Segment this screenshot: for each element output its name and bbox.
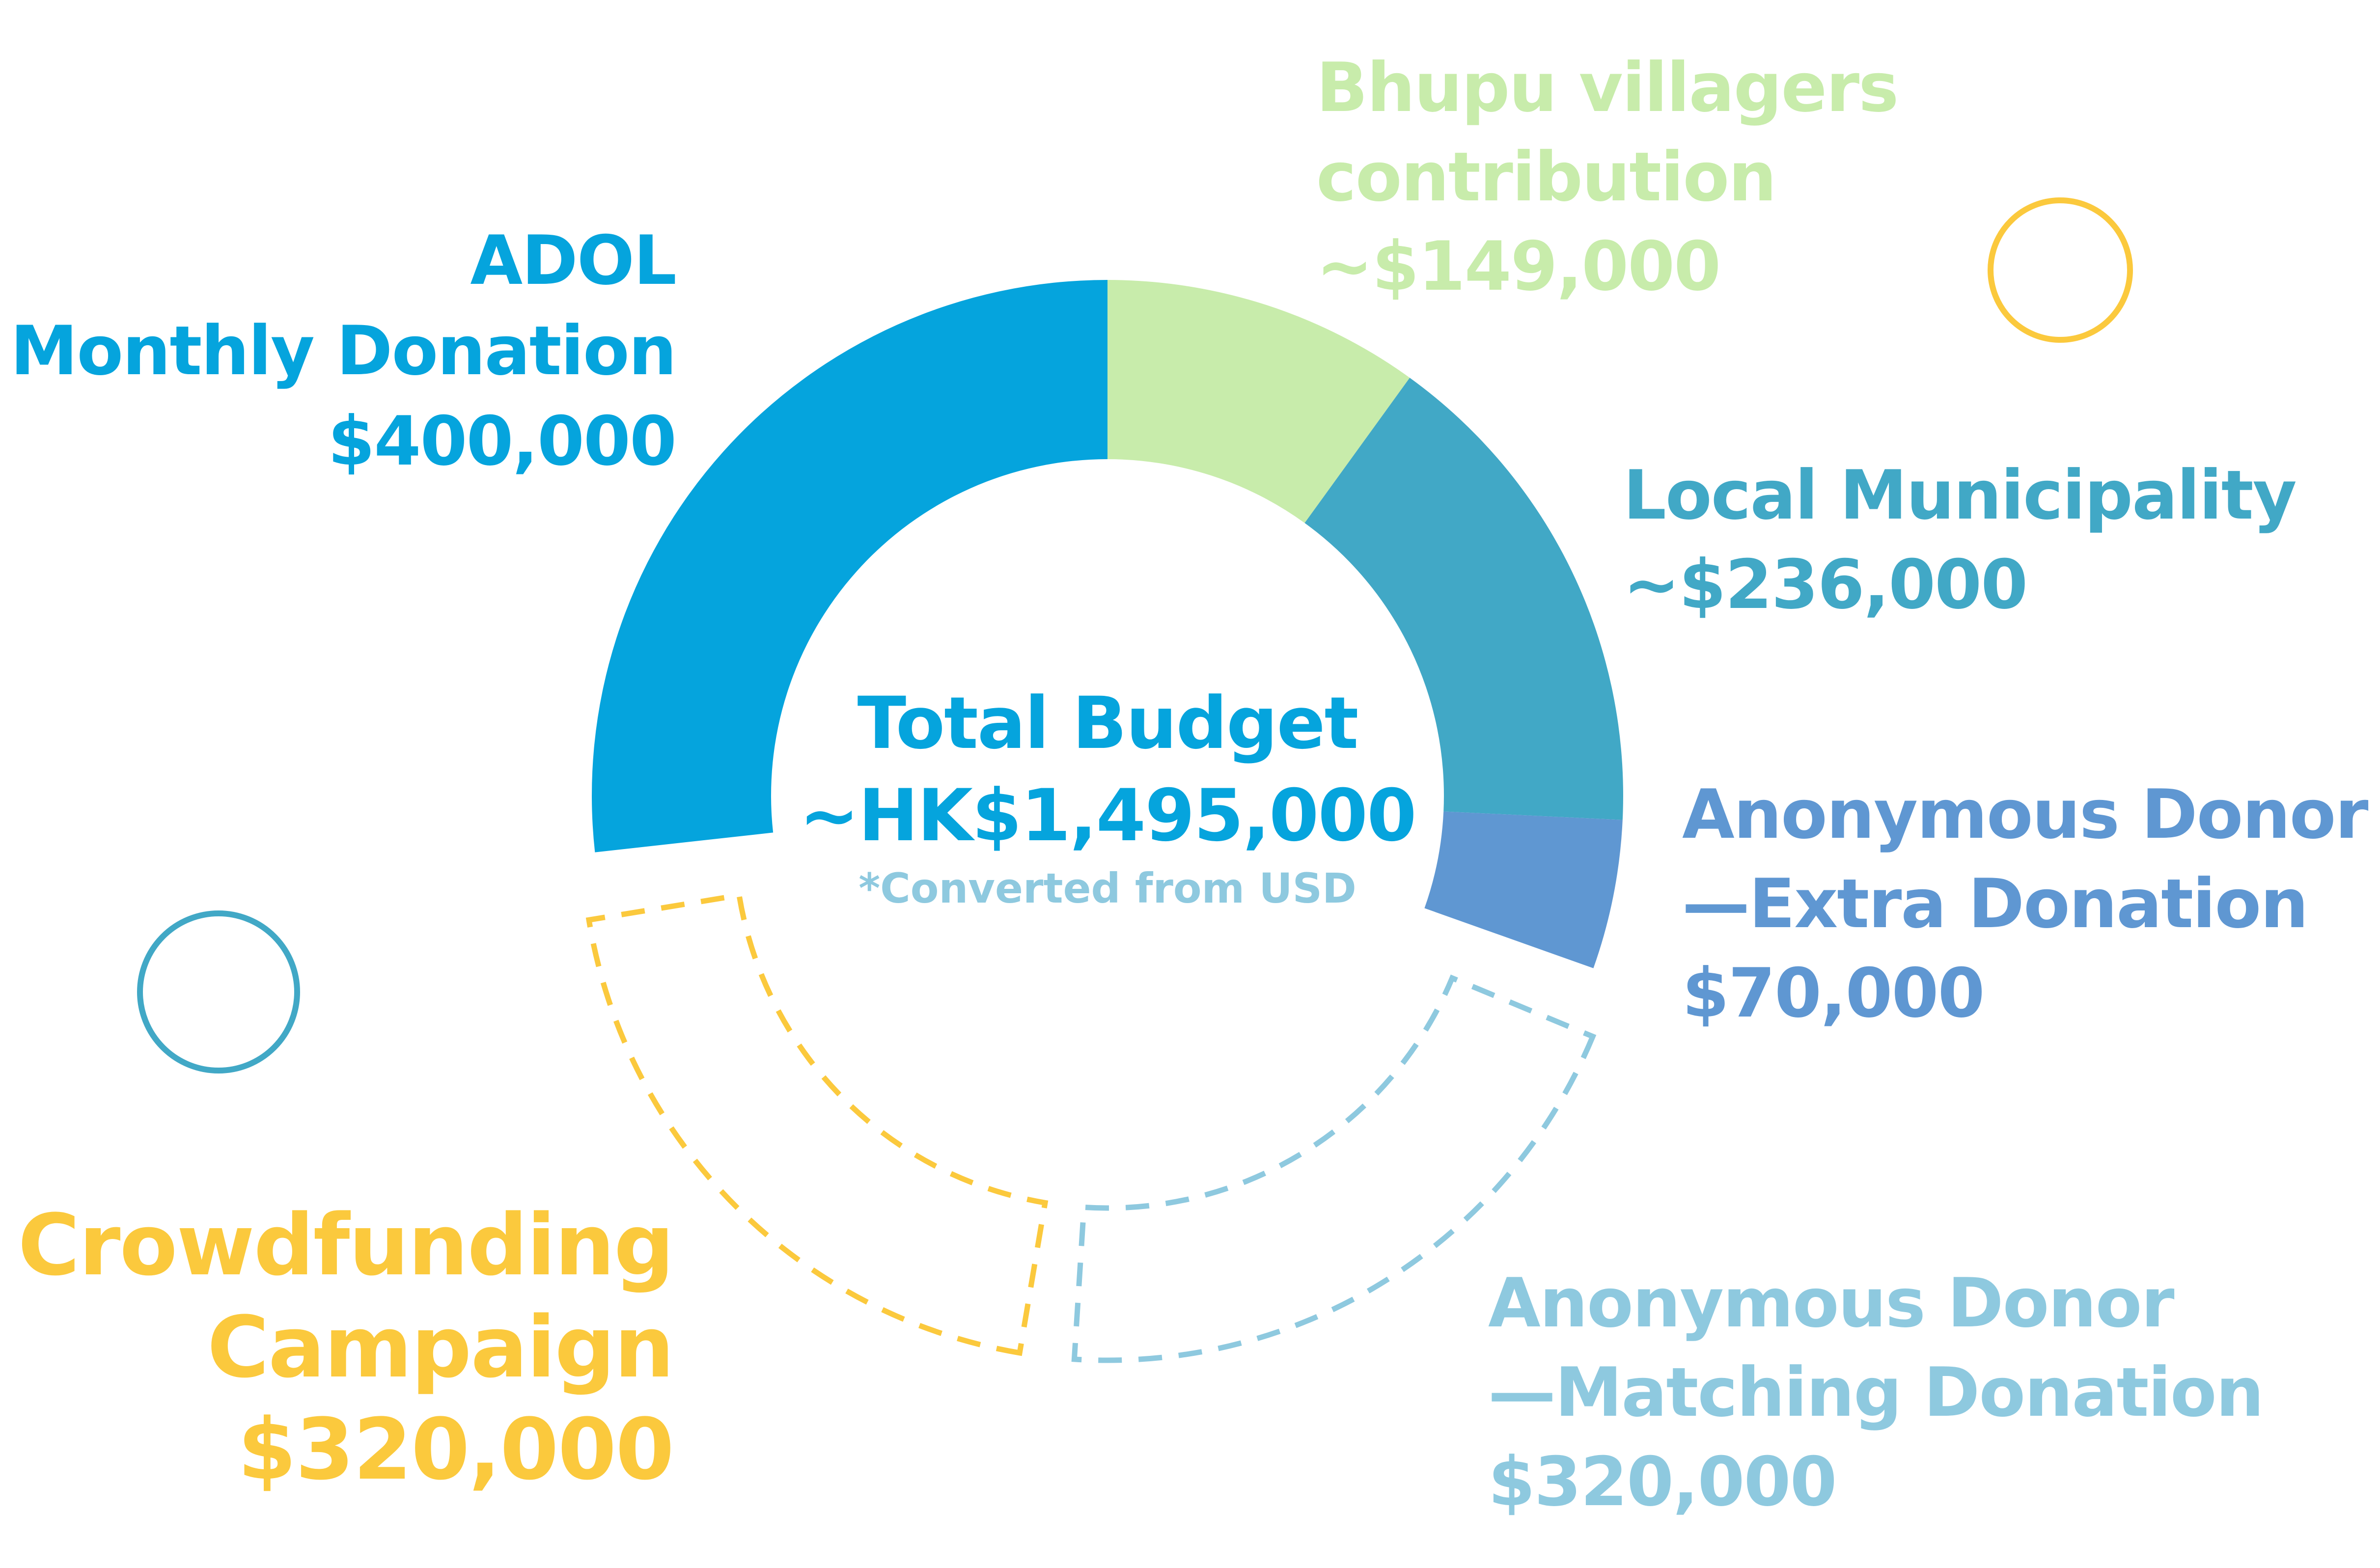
decorative-ring-yellow: [1988, 197, 2133, 343]
label-line: Bhupu villagers: [1316, 48, 1899, 127]
label-line: Anonymous Donor: [1488, 1264, 2175, 1343]
label-crowdfunding-campaign: Crowdfunding Campaign $320,000: [18, 1196, 674, 1510]
label-line: Local Municipality: [1623, 456, 2297, 535]
label-value: $320,000: [1488, 1442, 1837, 1521]
slice-adol-monthly-donation: [592, 280, 1107, 853]
label-anonymous-extra-donation: Anonymous Donor —Extra Donation $70,000: [1682, 775, 2369, 1049]
label-line: Anonymous Donor: [1682, 775, 2369, 854]
slice-local-municipality: [1304, 378, 1623, 820]
label-value: ~$149,000: [1316, 227, 1721, 306]
label-line: —Extra Donation: [1682, 864, 2309, 943]
label-line: ADOL: [470, 221, 677, 300]
decorative-ring-teal: [137, 910, 300, 1073]
label-value: $70,000: [1682, 954, 1985, 1033]
slice-anonymous-extra-donation: [1424, 811, 1623, 968]
label-local-municipality: Local Municipality ~$236,000: [1623, 456, 2297, 640]
total-budget-title: Total Budget: [857, 682, 1359, 765]
label-line: Crowdfunding: [18, 1196, 674, 1294]
label-line: Campaign: [207, 1298, 674, 1397]
label-adol-monthly-donation: ADOL Monthly Donation $400,000: [10, 221, 677, 498]
slice-bhupu-villagers: [1107, 280, 1410, 523]
label-line: —Matching Donation: [1488, 1353, 2264, 1432]
label-bhupu-villagers: Bhupu villagers contribution ~$149,000: [1316, 48, 1899, 322]
label-line: Monthly Donation: [10, 311, 677, 390]
slice-crowdfunding-campaign: [585, 892, 1049, 1356]
total-budget-value: ~HK$1,495,000: [799, 774, 1416, 857]
conversion-note: *Converted from USD: [858, 864, 1356, 912]
label-anonymous-matching-donation: Anonymous Donor —Matching Donation $320,…: [1488, 1264, 2264, 1538]
label-value: $400,000: [328, 402, 677, 481]
label-value: ~$236,000: [1623, 545, 2028, 624]
slice-anonymous-matching-donation: [1071, 974, 1597, 1363]
total-budget-center: Total Budget ~HK$1,495,000 *Converted fr…: [799, 682, 1416, 912]
label-value: $320,000: [237, 1400, 674, 1499]
label-line: contribution: [1316, 138, 1777, 217]
